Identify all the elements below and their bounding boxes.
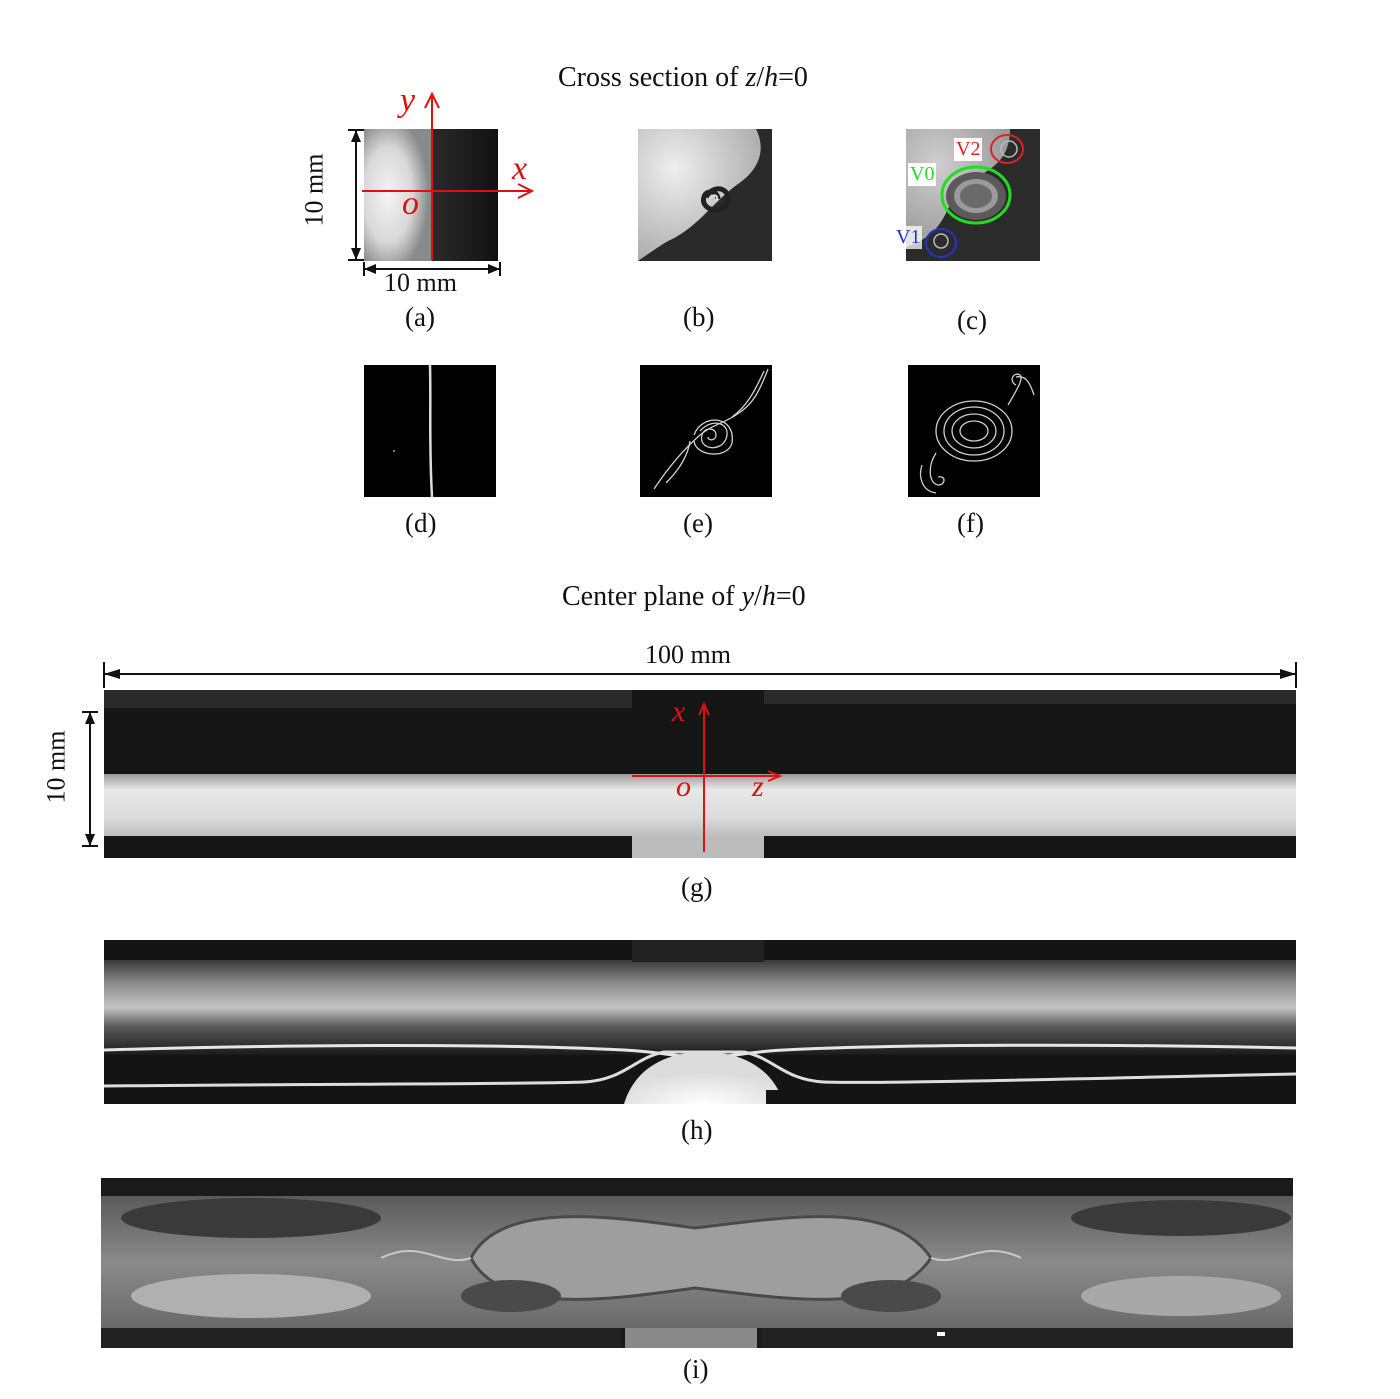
panel-e-image bbox=[640, 365, 772, 497]
panel-h-caption: (h) bbox=[681, 1115, 713, 1145]
panel-g-x-label: x bbox=[672, 695, 686, 728]
panel-a-y-label: y bbox=[400, 82, 416, 119]
panel-c-caption: (c) bbox=[957, 305, 987, 335]
panel-a-horizontal-dimension: 10 mm bbox=[384, 268, 457, 297]
panel-a-axes bbox=[362, 91, 535, 260]
panel-g-horizontal-dimension-line bbox=[103, 662, 1297, 688]
panel-g-axes bbox=[632, 701, 783, 852]
panel-i-caption: (i) bbox=[683, 1354, 709, 1384]
panel-c-label-v0: V0 bbox=[908, 163, 937, 186]
panel-e-caption: (e) bbox=[683, 508, 713, 538]
panel-a-x-label: x bbox=[512, 150, 528, 187]
panel-f-caption: (f) bbox=[957, 508, 984, 538]
panel-g-image bbox=[104, 690, 1296, 858]
panel-c-vortex-markers bbox=[925, 134, 1024, 258]
panel-h-image bbox=[104, 940, 1296, 1104]
panel-g-vertical-dimension: 10 mm bbox=[41, 730, 71, 804]
panel-g-origin-label: o bbox=[676, 770, 691, 803]
panel-g-horizontal-dimension: 100 mm bbox=[645, 640, 731, 669]
cross-section-title: Cross section of z/h=0 bbox=[558, 62, 808, 93]
panel-d-image bbox=[364, 365, 496, 497]
panel-b-image bbox=[638, 129, 772, 261]
panel-i-image bbox=[101, 1178, 1293, 1348]
panel-a-vertical-dimension: 10 mm bbox=[299, 153, 329, 227]
panel-f-image bbox=[908, 365, 1040, 497]
panel-g-z-label: z bbox=[752, 770, 764, 803]
panel-g-vertical-dimension-line bbox=[82, 711, 98, 847]
panel-a-caption: (a) bbox=[405, 302, 435, 332]
panel-c-label-v1: V1 bbox=[894, 226, 923, 249]
panel-d-caption: (d) bbox=[405, 508, 437, 538]
panel-c-label-v2: V2 bbox=[954, 138, 983, 161]
center-plane-title: Center plane of y/h=0 bbox=[562, 581, 806, 612]
panel-a-origin-label: o bbox=[402, 185, 419, 222]
panel-a-dimension-lines bbox=[348, 129, 501, 276]
panel-b-caption: (b) bbox=[683, 302, 715, 332]
panel-g-caption: (g) bbox=[681, 872, 713, 902]
